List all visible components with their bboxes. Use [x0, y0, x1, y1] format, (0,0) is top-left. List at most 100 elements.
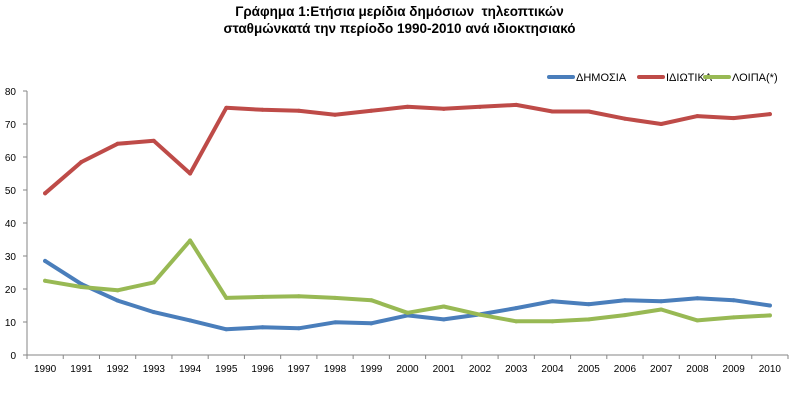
data-point: [695, 296, 700, 301]
x-tick-label: 1999: [360, 364, 383, 375]
y-tick-label: 80: [5, 87, 17, 98]
data-point: [514, 319, 519, 324]
x-tick-label: 1993: [143, 364, 166, 375]
y-axis-tick-labels: 0 10 20 30 40 50 60 70 80: [5, 87, 17, 362]
data-point: [224, 327, 229, 332]
x-tick-label: 1994: [179, 364, 202, 375]
y-tick-label: 30: [5, 252, 17, 263]
data-point: [333, 295, 338, 300]
y-tick-label: 70: [5, 120, 17, 131]
y-tick-label: 20: [5, 285, 17, 296]
series-line-1: [43, 258, 772, 332]
data-point: [260, 294, 265, 299]
x-tick-label: 2002: [469, 364, 492, 375]
data-point: [767, 112, 772, 117]
data-point: [188, 171, 193, 176]
data-point: [477, 104, 482, 109]
data-point: [405, 310, 410, 315]
data-point: [441, 106, 446, 111]
data-point: [550, 319, 555, 324]
data-point: [622, 313, 627, 318]
chart-title: Γράφημα 1:Ετήσια μερίδια δημόσιων τηλεοπ…: [0, 3, 799, 37]
data-point: [659, 122, 664, 126]
x-tick-label: 1992: [106, 364, 129, 375]
data-point: [659, 307, 664, 312]
data-point: [369, 108, 374, 113]
data-point: [115, 141, 120, 146]
data-point: [43, 191, 48, 196]
data-point: [622, 298, 627, 303]
data-point: [188, 238, 193, 243]
y-tick-label: 10: [5, 318, 17, 329]
x-tick-label: 2005: [578, 364, 601, 375]
data-point: [115, 288, 120, 293]
x-axis-tick-labels: 1990 1991 1992 1993 1994 1995 1996 1997 1998 1999…: [34, 364, 781, 375]
data-point: [695, 318, 700, 323]
data-point: [151, 310, 156, 315]
data-point: [188, 318, 193, 323]
data-point: [260, 325, 265, 330]
data-point: [79, 159, 84, 164]
x-tick-label: 1997: [288, 364, 311, 375]
data-point: [514, 306, 519, 311]
x-tick-label: 2010: [759, 364, 782, 375]
y-tick-label: 0: [10, 351, 16, 362]
data-point: [550, 299, 555, 304]
x-tick-label: 1990: [34, 364, 57, 375]
data-point: [586, 109, 591, 114]
x-tick-label: 1998: [324, 364, 347, 375]
data-point: [659, 299, 664, 304]
data-point: [586, 317, 591, 322]
data-point: [296, 294, 301, 299]
data-point: [622, 116, 627, 121]
data-point: [731, 116, 736, 121]
data-point: [333, 112, 338, 117]
data-point: [224, 295, 229, 300]
data-point: [224, 105, 229, 110]
x-tick-label: 2000: [396, 364, 419, 375]
x-tick-label: 2004: [541, 364, 564, 375]
data-point: [43, 278, 48, 283]
legend: ΔΗΜΟΣΙΑ ΙΔΙΩΤΙΚΑ ΛΟΙΠΑ(*): [547, 72, 778, 84]
data-point: [731, 315, 736, 320]
data-point: [550, 109, 555, 114]
x-tick-label: 2003: [505, 364, 528, 375]
x-tick-label: 2006: [614, 364, 637, 375]
y-tick-label: 60: [5, 153, 17, 164]
chart-title-line-1: Γράφημα 1:Ετήσια μερίδια δημόσιων τηλεοπ…: [235, 4, 564, 19]
x-tick-label: 2008: [686, 364, 709, 375]
x-tick-label: 2007: [650, 364, 673, 375]
data-point: [695, 114, 700, 119]
data-point: [151, 280, 156, 285]
data-point: [296, 108, 301, 113]
data-point: [296, 326, 301, 331]
x-tick-label: 1995: [215, 364, 238, 375]
chart-axes: [23, 90, 789, 359]
data-point: [115, 298, 120, 303]
x-tick-label: 1991: [70, 364, 93, 375]
data-point: [586, 302, 591, 307]
x-tick-label: 2009: [723, 364, 746, 375]
legend-label: ΛΟΙΠΑ(*): [732, 72, 778, 84]
series-line-2: [43, 102, 772, 196]
data-point: [333, 320, 338, 325]
chart-title-line-2: σταθμώνκατά την περίοδο 1990-2010 ανά ιδ…: [223, 21, 576, 36]
data-point: [151, 138, 156, 143]
y-tick-label: 40: [5, 219, 17, 230]
x-tick-label: 1996: [251, 364, 274, 375]
data-point: [514, 102, 519, 107]
data-point: [43, 258, 48, 263]
data-point: [767, 303, 772, 308]
data-point: [767, 313, 772, 318]
data-point: [369, 298, 374, 303]
x-tick-label: 2001: [433, 364, 456, 375]
data-point: [405, 104, 410, 109]
data-point: [477, 312, 482, 317]
y-tick-label: 50: [5, 186, 17, 197]
legend-label: ΙΔΙΩΤΙΚΑ: [666, 72, 713, 84]
data-point: [369, 321, 374, 326]
data-point: [79, 285, 84, 290]
legend-label: ΔΗΜΟΣΙΑ: [576, 72, 627, 84]
data-point: [731, 298, 736, 303]
